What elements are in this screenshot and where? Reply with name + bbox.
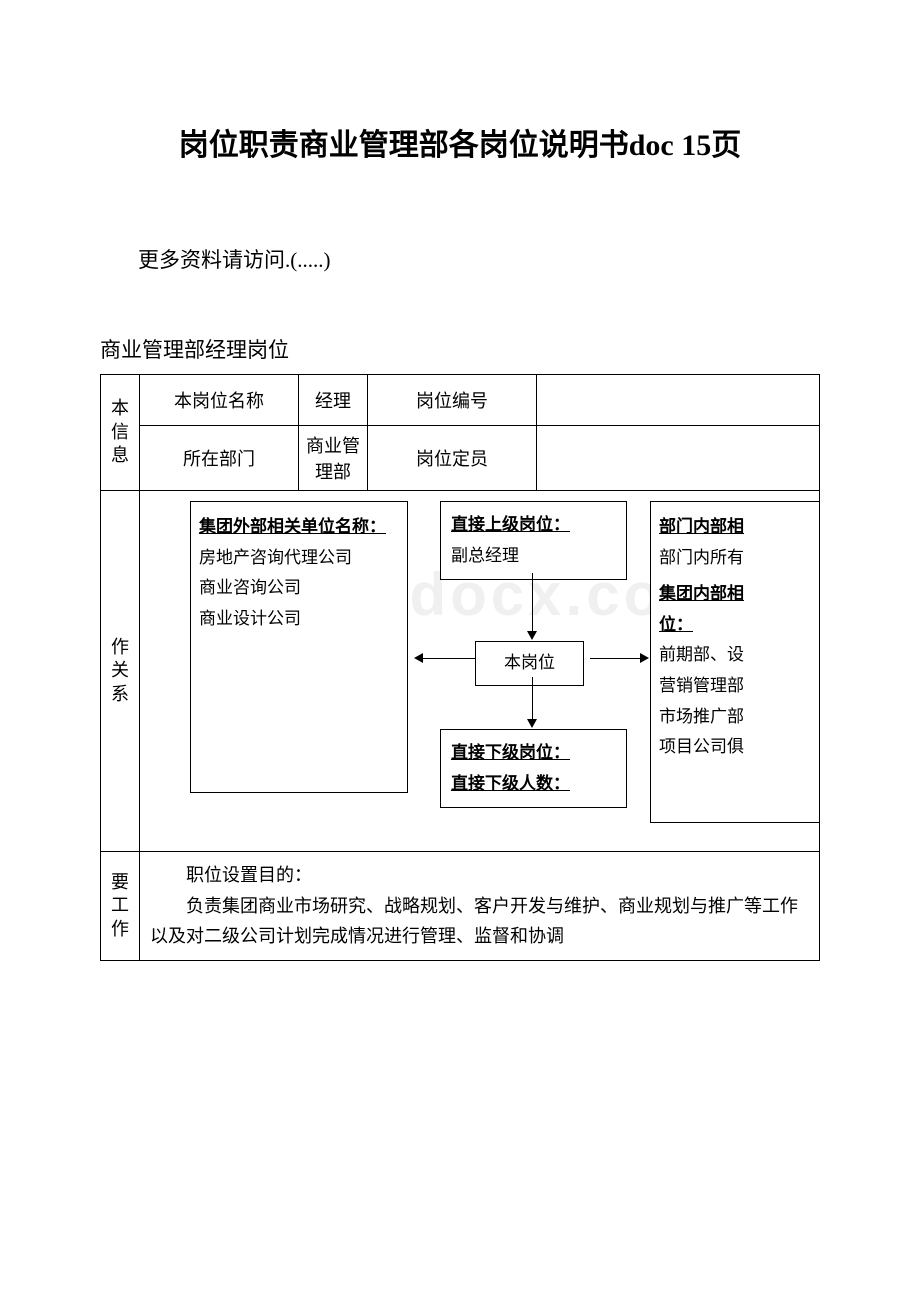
arrow-line [532,677,533,721]
section-title: 商业管理部经理岗位 [100,334,820,364]
internal-group-sub: 位： [659,610,819,641]
purpose-heading: 职位设置目的： [150,860,809,891]
dept-value: 商业管理部 [299,426,368,491]
name-label: 本岗位名称 [140,375,299,426]
external-item: 商业设计公司 [199,604,399,635]
arrow-right-icon [640,653,649,663]
arrow-down-icon [527,719,537,728]
arrow-line [590,658,642,659]
arrow-down-icon [527,631,537,640]
position-table: 本信息 本岗位名称 经理 岗位编号 所在部门 商业管理部 岗位定员 作关系 [100,374,820,961]
table-row: 作关系 集团外部相关单位名称： 房地产咨询代理公司 商业咨询公司 商业设计公司 … [101,491,820,852]
relations-diagram: 集团外部相关单位名称： 房地产咨询代理公司 商业咨询公司 商业设计公司 直接上级… [140,491,819,851]
relations-cell: 集团外部相关单位名称： 房地产咨询代理公司 商业咨询公司 商业设计公司 直接上级… [140,491,820,852]
sub-label-2: 直接下级人数： [451,769,616,800]
external-units-box: 集团外部相关单位名称： 房地产咨询代理公司 商业咨询公司 商业设计公司 [190,501,408,793]
table-row: 要工作 职位设置目的： 负责集团商业市场研究、战略规划、客户开发与维护、商业规划… [101,852,820,961]
name-value: 经理 [299,375,368,426]
purpose-body: 负责集团商业市场研究、战略规划、客户开发与维护、商业规划与推广等工作以及对二级公… [150,891,809,952]
internal-item: 市场推广部 [659,702,819,733]
info-section-label: 本信息 [101,375,140,491]
internal-dept-body: 部门内所有 [659,543,819,574]
internal-item: 项目公司俱 [659,732,819,763]
arrow-left-icon [414,653,423,663]
self-label: 本岗位 [504,653,555,672]
external-item: 商业咨询公司 [199,573,399,604]
relations-section-label: 作关系 [101,491,140,852]
subordinate-box: 直接下级岗位： 直接下级人数： [440,729,627,808]
code-value [537,375,820,426]
superior-value: 副总经理 [451,541,616,572]
arrow-line [423,658,475,659]
table-row: 本信息 本岗位名称 经理 岗位编号 [101,375,820,426]
dept-label: 所在部门 [140,426,299,491]
external-item: 房地产咨询代理公司 [199,543,399,574]
intro-text: 更多资料请访问.(.....) [138,244,820,274]
code-label: 岗位编号 [368,375,537,426]
self-box: 本岗位 [475,641,584,686]
page-title: 岗位职责商业管理部各岗位说明书doc 15页 [100,120,820,164]
internal-item: 前期部、设 [659,640,819,671]
purpose-section-label: 要工作 [101,852,140,961]
superior-box: 直接上级岗位： 副总经理 [440,501,627,580]
quota-label: 岗位定员 [368,426,537,491]
superior-label: 直接上级岗位： [451,510,616,541]
internal-box: 部门内部相 部门内所有 集团内部相 位： 前期部、设 营销管理部 市场推广部 项… [650,501,820,823]
internal-group-title: 集团内部相 [659,579,819,610]
table-row: 所在部门 商业管理部 岗位定员 [101,426,820,491]
sub-label-1: 直接下级岗位： [451,738,616,769]
arrow-line [532,573,533,633]
quota-value [537,426,820,491]
internal-dept-title: 部门内部相 [659,512,819,543]
external-title: 集团外部相关单位名称： [199,512,399,543]
internal-item: 营销管理部 [659,671,819,702]
purpose-cell: 职位设置目的： 负责集团商业市场研究、战略规划、客户开发与维护、商业规划与推广等… [140,852,820,961]
